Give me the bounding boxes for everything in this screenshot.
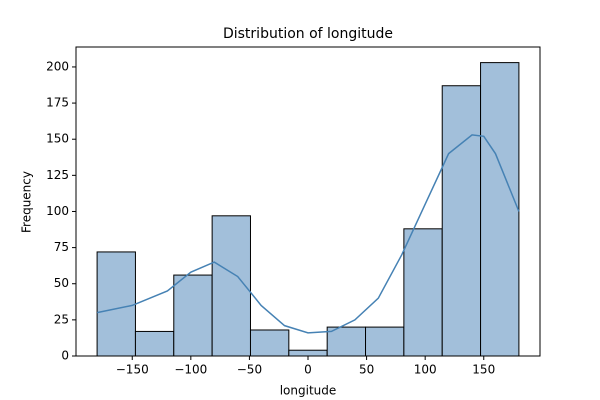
kde-line [96,134,520,334]
chart-title: Distribution of longitude [223,26,393,42]
bar [96,251,136,357]
bar [326,326,367,357]
y-axis-label: Frequency [20,171,34,233]
y-tick-label: 25 [54,312,69,326]
x-tick-label: 0 [304,363,312,377]
x-tick-label: 150 [472,363,495,377]
x-tick-label: 100 [414,363,437,377]
bar [288,349,328,357]
x-tick-label: 50 [359,363,374,377]
y-tick-label: 200 [46,59,69,73]
bar [134,330,175,357]
y-tick-label: 50 [54,276,69,290]
bar [480,62,520,357]
bar [403,228,443,357]
y-tick-label: 0 [61,349,69,363]
y-tick-label: 175 [46,96,69,110]
x-tick-label: −150 [116,363,149,377]
y-tick-label: 150 [46,132,69,146]
bar [365,326,405,357]
x-tick-label: −100 [174,363,207,377]
bar [211,215,251,357]
bar [249,329,290,357]
x-axis-label: longitude [280,384,337,398]
y-tick-label: 100 [46,204,69,218]
bar [173,274,213,357]
bar [441,85,482,357]
y-tick-label: 75 [54,240,69,254]
y-tick-label: 125 [46,168,69,182]
x-tick-label: −50 [237,363,262,377]
